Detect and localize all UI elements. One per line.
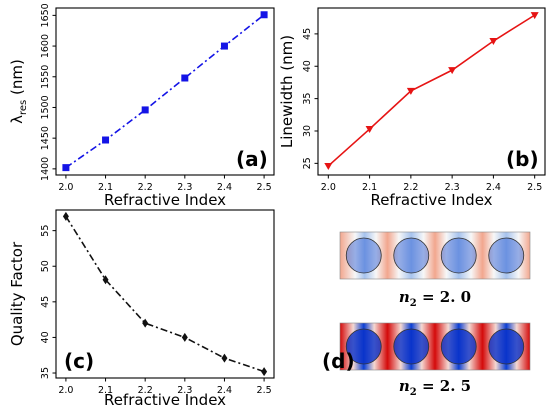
- data-point: [62, 211, 69, 221]
- panel-label: (c): [64, 349, 94, 373]
- x-tick-label: 2.4: [486, 182, 501, 193]
- x-axis-label: Refractive Index: [104, 391, 226, 409]
- chart-panel-3: 2.0 2.1 2.2 2.3 2.4 2.5 35 40 45 50 55 Refractive I…: [8, 209, 275, 409]
- n-value: = 2. 5: [417, 377, 471, 395]
- data-point: [448, 67, 457, 75]
- y-tick-label: 1450: [40, 126, 51, 150]
- y-tick-label: 25: [302, 157, 313, 169]
- nanorod-outline: [488, 237, 525, 274]
- x-tick-label: 2.0: [58, 182, 73, 193]
- chart-panel-1: 2.0 2.1 2.2 2.3 2.4 2.5 1400 1450 1500 1550 1600 16…: [8, 3, 275, 209]
- y-axis-label-subscript: res: [18, 100, 29, 115]
- y-tick-label: 50: [40, 260, 51, 272]
- y-axis-label: λres (nm): [8, 59, 29, 124]
- nanorod-outline: [488, 328, 525, 365]
- y-tick-label: 40: [302, 60, 313, 72]
- n-value: = 2. 0: [417, 288, 471, 306]
- panel-label: (d): [322, 349, 355, 373]
- x-tick-label: 2.1: [98, 385, 113, 396]
- data-point: [221, 353, 228, 363]
- data-point: [261, 367, 268, 377]
- x-tick-label: 2.2: [138, 182, 153, 193]
- charts-layer: 2.0 2.1 2.2 2.3 2.4 2.5 1400 1450 1500 1550 1600 16…: [8, 3, 546, 409]
- panel-label: (a): [236, 147, 268, 171]
- x-tick-label: 2.1: [98, 182, 113, 193]
- x-tick-label: 2.1: [362, 182, 377, 193]
- series-line: [65, 215, 265, 373]
- data-point: [365, 126, 374, 134]
- y-tick-label: 1500: [40, 95, 51, 119]
- data-point: [141, 106, 149, 114]
- series-line: [327, 14, 536, 167]
- y-axis-label-unit: (nm): [8, 59, 26, 100]
- data-point: [406, 87, 415, 95]
- plot-frame: [55, 209, 275, 379]
- nanorod-outline: [440, 328, 477, 365]
- nanorod-outline: [393, 237, 430, 274]
- y-axis-label-symbol: λ: [8, 115, 26, 124]
- nanorod-outline: [345, 328, 382, 365]
- y-tick-label: 45: [302, 28, 313, 40]
- y-tick-label: 40: [40, 331, 51, 343]
- field-map-border: [339, 322, 531, 371]
- data-point: [530, 12, 539, 20]
- y-tick-label: 1600: [40, 34, 51, 58]
- n-subscript: 2: [410, 298, 417, 309]
- series-line: [65, 14, 265, 169]
- y-tick-label: 35: [40, 367, 51, 379]
- y-axis-label: Linewidth (nm): [278, 35, 296, 148]
- nanorod-outline: [393, 328, 430, 365]
- data-point: [102, 136, 110, 144]
- panel-label: (b): [506, 147, 539, 171]
- x-tick-label: 2.0: [321, 182, 336, 193]
- plot-frame: [317, 7, 546, 176]
- y-tick-label: 1650: [40, 3, 51, 27]
- x-tick-label: 2.5: [257, 182, 272, 193]
- nanorod-outline: [440, 237, 477, 274]
- x-tick-label: 2.3: [177, 182, 192, 193]
- y-tick-label: 35: [302, 93, 313, 105]
- field-map-2: n2 = 2. 5: [339, 322, 531, 398]
- x-tick-label: 2.2: [138, 385, 153, 396]
- data-point: [102, 275, 109, 285]
- x-tick-label: 2.5: [257, 385, 272, 396]
- x-axis-label: Refractive Index: [370, 191, 492, 209]
- field-map-label: n2 = 2. 0: [399, 288, 471, 309]
- x-tick-label: 2.3: [445, 182, 460, 193]
- x-tick-label: 2.0: [58, 385, 73, 396]
- data-point: [142, 318, 149, 328]
- field-map-label: n2 = 2. 5: [399, 377, 471, 398]
- y-tick-label: 55: [40, 225, 51, 237]
- x-tick-label: 2.3: [177, 385, 192, 396]
- data-point: [324, 162, 333, 170]
- nanorod-outline: [345, 237, 382, 274]
- x-tick-label: 2.4: [217, 385, 232, 396]
- y-tick-label: 30: [302, 125, 313, 137]
- data-point: [181, 332, 188, 342]
- field-map-1: n2 = 2. 0: [339, 231, 531, 309]
- n-symbol: n: [399, 288, 410, 306]
- data-point: [62, 164, 70, 172]
- x-axis-label: Refractive Index: [104, 191, 226, 209]
- field-map-border: [339, 231, 531, 280]
- x-tick-label: 2.5: [527, 182, 542, 193]
- y-axis-label: Quality Factor: [8, 241, 26, 346]
- n-subscript: 2: [410, 387, 417, 398]
- field-maps-panel: n2 = 2. 0n2 = 2. 5(d): [322, 231, 531, 398]
- chart-panel-2: 2.0 2.1 2.2 2.3 2.4 2.5 25 30 35 40 45 Refractive I…: [278, 7, 546, 209]
- y-tick-label: 45: [40, 296, 51, 308]
- data-point: [260, 11, 268, 19]
- data-point: [181, 74, 189, 82]
- data-point: [220, 42, 228, 50]
- x-tick-label: 2.4: [217, 182, 232, 193]
- y-tick-label: 1550: [40, 65, 51, 89]
- x-tick-label: 2.2: [403, 182, 418, 193]
- data-point: [489, 38, 498, 46]
- plot-frame: [55, 7, 275, 176]
- n-symbol: n: [399, 377, 410, 395]
- y-tick-label: 1400: [40, 157, 51, 181]
